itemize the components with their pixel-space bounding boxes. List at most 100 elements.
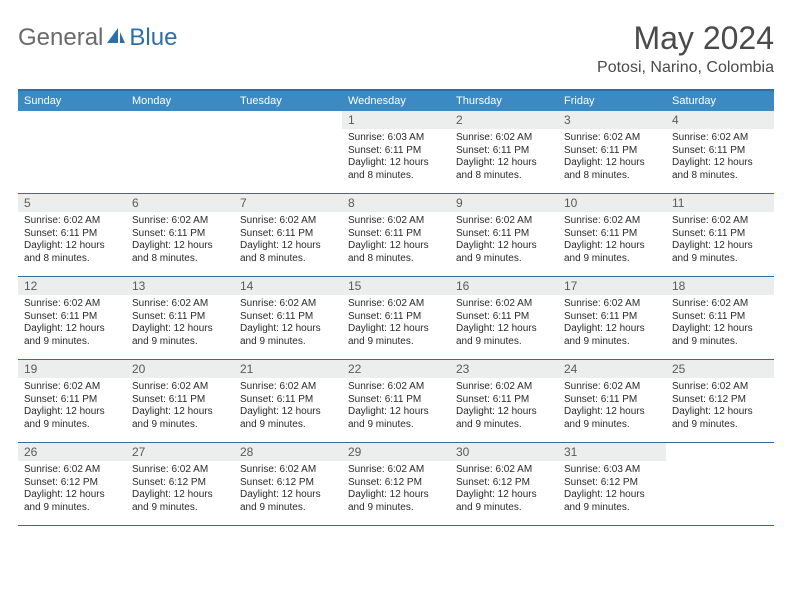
daylight-text: Daylight: 12 hours and 9 minutes. bbox=[24, 489, 120, 514]
daylight-text: Daylight: 12 hours and 9 minutes. bbox=[672, 323, 768, 348]
day-content: Sunrise: 6:02 AMSunset: 6:11 PMDaylight:… bbox=[234, 295, 342, 352]
sunrise-text: Sunrise: 6:02 AM bbox=[456, 298, 552, 311]
day-cell: 27Sunrise: 6:02 AMSunset: 6:12 PMDayligh… bbox=[126, 443, 234, 525]
day-cell: 16Sunrise: 6:02 AMSunset: 6:11 PMDayligh… bbox=[450, 277, 558, 359]
sunrise-text: Sunrise: 6:02 AM bbox=[132, 381, 228, 394]
daylight-text: Daylight: 12 hours and 8 minutes. bbox=[348, 157, 444, 182]
day-cell: 4Sunrise: 6:02 AMSunset: 6:11 PMDaylight… bbox=[666, 111, 774, 193]
daylight-text: Daylight: 12 hours and 8 minutes. bbox=[672, 157, 768, 182]
day-number: 6 bbox=[126, 194, 234, 212]
day-content: Sunrise: 6:02 AMSunset: 6:11 PMDaylight:… bbox=[18, 212, 126, 269]
day-cell bbox=[18, 111, 126, 193]
day-cell: 22Sunrise: 6:02 AMSunset: 6:11 PMDayligh… bbox=[342, 360, 450, 442]
day-content: Sunrise: 6:02 AMSunset: 6:12 PMDaylight:… bbox=[342, 461, 450, 518]
day-cell: 2Sunrise: 6:02 AMSunset: 6:11 PMDaylight… bbox=[450, 111, 558, 193]
day-number bbox=[234, 111, 342, 129]
day-number bbox=[126, 111, 234, 129]
day-number: 29 bbox=[342, 443, 450, 461]
sunrise-text: Sunrise: 6:02 AM bbox=[672, 381, 768, 394]
day-number: 7 bbox=[234, 194, 342, 212]
daylight-text: Daylight: 12 hours and 9 minutes. bbox=[348, 406, 444, 431]
sunrise-text: Sunrise: 6:02 AM bbox=[672, 215, 768, 228]
daylight-text: Daylight: 12 hours and 8 minutes. bbox=[456, 157, 552, 182]
daylight-text: Daylight: 12 hours and 9 minutes. bbox=[348, 489, 444, 514]
sunset-text: Sunset: 6:11 PM bbox=[672, 311, 768, 324]
logo-text-general: General bbox=[18, 24, 103, 52]
day-content: Sunrise: 6:02 AMSunset: 6:11 PMDaylight:… bbox=[234, 378, 342, 435]
daylight-text: Daylight: 12 hours and 9 minutes. bbox=[456, 489, 552, 514]
day-number: 28 bbox=[234, 443, 342, 461]
sunrise-text: Sunrise: 6:02 AM bbox=[240, 464, 336, 477]
header: General Blue May 2024 Potosi, Narino, Co… bbox=[18, 20, 774, 77]
day-cell: 19Sunrise: 6:02 AMSunset: 6:11 PMDayligh… bbox=[18, 360, 126, 442]
day-number: 1 bbox=[342, 111, 450, 129]
day-number: 13 bbox=[126, 277, 234, 295]
sunrise-text: Sunrise: 6:03 AM bbox=[348, 132, 444, 145]
sunset-text: Sunset: 6:11 PM bbox=[240, 394, 336, 407]
sunrise-text: Sunrise: 6:02 AM bbox=[348, 464, 444, 477]
day-cell: 7Sunrise: 6:02 AMSunset: 6:11 PMDaylight… bbox=[234, 194, 342, 276]
week-row: 1Sunrise: 6:03 AMSunset: 6:11 PMDaylight… bbox=[18, 111, 774, 194]
daylight-text: Daylight: 12 hours and 9 minutes. bbox=[456, 323, 552, 348]
daylight-text: Daylight: 12 hours and 9 minutes. bbox=[456, 240, 552, 265]
day-cell: 31Sunrise: 6:03 AMSunset: 6:12 PMDayligh… bbox=[558, 443, 666, 525]
day-number: 2 bbox=[450, 111, 558, 129]
sunset-text: Sunset: 6:12 PM bbox=[456, 477, 552, 490]
day-number: 27 bbox=[126, 443, 234, 461]
day-content: Sunrise: 6:03 AMSunset: 6:11 PMDaylight:… bbox=[342, 129, 450, 186]
day-number: 10 bbox=[558, 194, 666, 212]
daylight-text: Daylight: 12 hours and 9 minutes. bbox=[456, 406, 552, 431]
day-content: Sunrise: 6:02 AMSunset: 6:11 PMDaylight:… bbox=[450, 295, 558, 352]
day-content: Sunrise: 6:02 AMSunset: 6:12 PMDaylight:… bbox=[126, 461, 234, 518]
day-cell: 5Sunrise: 6:02 AMSunset: 6:11 PMDaylight… bbox=[18, 194, 126, 276]
day-number: 31 bbox=[558, 443, 666, 461]
daylight-text: Daylight: 12 hours and 9 minutes. bbox=[24, 406, 120, 431]
day-content: Sunrise: 6:02 AMSunset: 6:11 PMDaylight:… bbox=[450, 212, 558, 269]
sunrise-text: Sunrise: 6:02 AM bbox=[24, 464, 120, 477]
day-content: Sunrise: 6:02 AMSunset: 6:11 PMDaylight:… bbox=[342, 212, 450, 269]
day-cell: 1Sunrise: 6:03 AMSunset: 6:11 PMDaylight… bbox=[342, 111, 450, 193]
daylight-text: Daylight: 12 hours and 9 minutes. bbox=[132, 489, 228, 514]
daylight-text: Daylight: 12 hours and 9 minutes. bbox=[132, 406, 228, 431]
sunset-text: Sunset: 6:11 PM bbox=[456, 228, 552, 241]
day-cell bbox=[666, 443, 774, 525]
day-cell bbox=[126, 111, 234, 193]
day-cell: 18Sunrise: 6:02 AMSunset: 6:11 PMDayligh… bbox=[666, 277, 774, 359]
day-cell: 8Sunrise: 6:02 AMSunset: 6:11 PMDaylight… bbox=[342, 194, 450, 276]
day-number: 25 bbox=[666, 360, 774, 378]
sunrise-text: Sunrise: 6:02 AM bbox=[564, 215, 660, 228]
daylight-text: Daylight: 12 hours and 8 minutes. bbox=[348, 240, 444, 265]
daylight-text: Daylight: 12 hours and 8 minutes. bbox=[240, 240, 336, 265]
sunrise-text: Sunrise: 6:02 AM bbox=[24, 298, 120, 311]
sunrise-text: Sunrise: 6:02 AM bbox=[672, 298, 768, 311]
day-content: Sunrise: 6:02 AMSunset: 6:11 PMDaylight:… bbox=[18, 295, 126, 352]
calendar: SundayMondayTuesdayWednesdayThursdayFrid… bbox=[18, 89, 774, 526]
sunrise-text: Sunrise: 6:02 AM bbox=[132, 215, 228, 228]
location: Potosi, Narino, Colombia bbox=[597, 59, 774, 77]
sunset-text: Sunset: 6:11 PM bbox=[564, 228, 660, 241]
day-cell: 29Sunrise: 6:02 AMSunset: 6:12 PMDayligh… bbox=[342, 443, 450, 525]
day-content: Sunrise: 6:02 AMSunset: 6:12 PMDaylight:… bbox=[666, 378, 774, 435]
day-cell: 20Sunrise: 6:02 AMSunset: 6:11 PMDayligh… bbox=[126, 360, 234, 442]
sunset-text: Sunset: 6:11 PM bbox=[132, 228, 228, 241]
sunrise-text: Sunrise: 6:02 AM bbox=[24, 215, 120, 228]
day-content: Sunrise: 6:02 AMSunset: 6:11 PMDaylight:… bbox=[558, 378, 666, 435]
weekday-header: Monday bbox=[126, 91, 234, 111]
title-block: May 2024 Potosi, Narino, Colombia bbox=[597, 20, 774, 77]
week-row: 12Sunrise: 6:02 AMSunset: 6:11 PMDayligh… bbox=[18, 277, 774, 360]
daylight-text: Daylight: 12 hours and 9 minutes. bbox=[564, 489, 660, 514]
sunrise-text: Sunrise: 6:02 AM bbox=[240, 298, 336, 311]
day-number: 15 bbox=[342, 277, 450, 295]
day-cell: 12Sunrise: 6:02 AMSunset: 6:11 PMDayligh… bbox=[18, 277, 126, 359]
sunrise-text: Sunrise: 6:02 AM bbox=[132, 298, 228, 311]
sunset-text: Sunset: 6:11 PM bbox=[456, 145, 552, 158]
day-number bbox=[18, 111, 126, 129]
sunset-text: Sunset: 6:11 PM bbox=[348, 228, 444, 241]
sunset-text: Sunset: 6:11 PM bbox=[240, 311, 336, 324]
day-content: Sunrise: 6:02 AMSunset: 6:11 PMDaylight:… bbox=[666, 129, 774, 186]
day-number bbox=[666, 443, 774, 461]
day-cell: 14Sunrise: 6:02 AMSunset: 6:11 PMDayligh… bbox=[234, 277, 342, 359]
day-number: 24 bbox=[558, 360, 666, 378]
sunset-text: Sunset: 6:11 PM bbox=[348, 394, 444, 407]
sunrise-text: Sunrise: 6:02 AM bbox=[564, 132, 660, 145]
